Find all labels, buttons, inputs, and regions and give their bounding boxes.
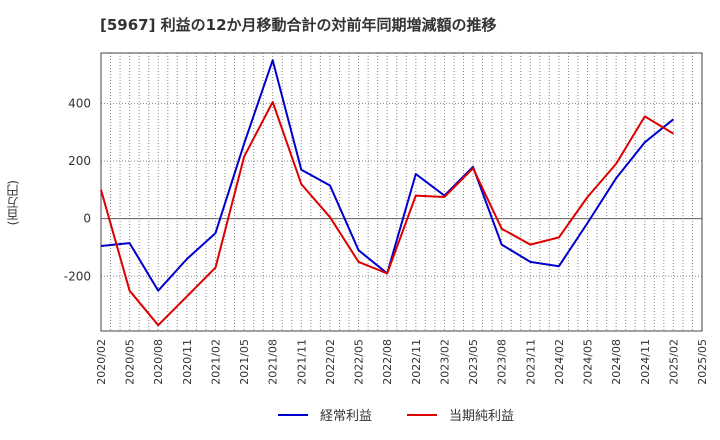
x-tick-label: 2020/05 — [124, 339, 137, 385]
x-tick-label: 2020/08 — [152, 339, 165, 385]
x-tick-label: 2024/08 — [610, 339, 623, 385]
y-tick-label: 0 — [83, 212, 91, 226]
y-tick-label: -200 — [64, 269, 91, 283]
x-tick-label: 2022/08 — [381, 339, 394, 385]
x-tick-label: 2020/02 — [95, 339, 108, 385]
x-tick-label: 2023/11 — [524, 339, 537, 385]
y-tick-label: 200 — [68, 154, 91, 168]
legend-label: 当期純利益 — [449, 409, 514, 424]
x-tick-label: 2021/05 — [238, 339, 251, 385]
plot-area — [101, 53, 702, 331]
y-tick-label: 400 — [68, 96, 91, 110]
x-tick-label: 2025/05 — [696, 339, 709, 385]
x-tick-label: 2023/08 — [496, 339, 509, 385]
legend-label: 経常利益 — [320, 409, 372, 424]
x-tick-label: 2022/02 — [324, 339, 337, 385]
x-tick-label: 2024/11 — [639, 339, 652, 385]
x-tick-label: 2024/05 — [582, 339, 595, 385]
x-tick-label: 2023/05 — [467, 339, 480, 385]
x-tick-label: 2023/02 — [438, 339, 451, 385]
x-tick-label: 2022/11 — [410, 339, 423, 385]
x-tick-label: 2021/02 — [209, 339, 222, 385]
x-tick-label: 2024/02 — [553, 339, 566, 385]
chart-root: [5967] 利益の12か月移動合計の対前年同期増減額の推移 (百万円) -20… — [0, 0, 720, 440]
x-tick-label: 2020/11 — [181, 339, 194, 385]
x-tick-label: 2021/08 — [267, 339, 280, 385]
x-tick-label: 2025/02 — [667, 339, 680, 385]
x-tick-label: 2022/05 — [353, 339, 366, 385]
chart-svg: -200 0 200 400 2020/02 2020/05 2020/08 2020/11 2… — [0, 0, 720, 440]
x-tick-label: 2021/11 — [295, 339, 308, 385]
